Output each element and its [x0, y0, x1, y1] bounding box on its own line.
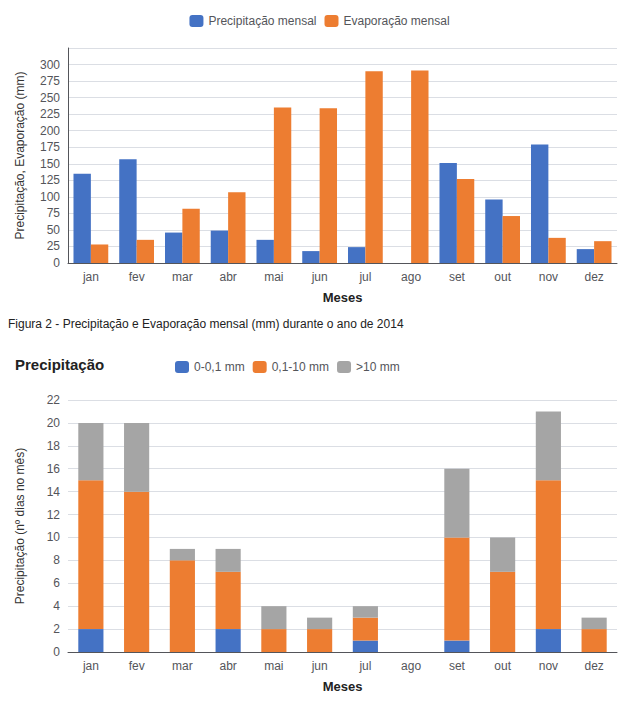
svg-text:Precipitação mensal: Precipitação mensal	[208, 14, 316, 28]
svg-text:set: set	[449, 270, 466, 284]
svg-text:20: 20	[47, 416, 61, 430]
svg-text:out: out	[494, 659, 511, 673]
svg-text:8: 8	[53, 553, 60, 567]
svg-text:out: out	[494, 270, 511, 284]
svg-text:jan: jan	[82, 270, 99, 284]
svg-text:nov: nov	[539, 270, 558, 284]
svg-text:125: 125	[40, 173, 60, 187]
svg-text:200: 200	[40, 124, 60, 138]
svg-text:ago: ago	[401, 270, 421, 284]
svg-text:14: 14	[47, 485, 61, 499]
svg-text:250: 250	[40, 91, 60, 105]
svg-text:dez: dez	[584, 270, 603, 284]
svg-text:mai: mai	[264, 270, 283, 284]
svg-text:Evaporação mensal: Evaporação mensal	[343, 14, 449, 28]
svg-text:jun: jun	[311, 270, 328, 284]
svg-text:0-0,1 mm: 0-0,1 mm	[194, 360, 245, 374]
svg-text:4: 4	[53, 599, 60, 613]
svg-text:mai: mai	[264, 659, 283, 673]
svg-text:nov: nov	[539, 659, 558, 673]
svg-text:ago: ago	[401, 659, 421, 673]
svg-text:abr: abr	[219, 659, 236, 673]
svg-text:mar: mar	[172, 659, 193, 673]
svg-text:abr: abr	[219, 270, 236, 284]
svg-text:75: 75	[47, 206, 61, 220]
svg-text:6: 6	[53, 576, 60, 590]
svg-text:2: 2	[53, 622, 60, 636]
svg-text:Precipitação, Evaporação (mm): Precipitação, Evaporação (mm)	[13, 71, 27, 239]
svg-text:16: 16	[47, 462, 61, 476]
svg-text:dez: dez	[584, 659, 603, 673]
svg-text:jul: jul	[358, 659, 371, 673]
svg-text:jul: jul	[358, 270, 371, 284]
svg-text:Figura 2 - Precipitação e Evap: Figura 2 - Precipitação e Evaporação men…	[8, 317, 404, 331]
svg-text:fev: fev	[129, 659, 145, 673]
svg-text:22: 22	[47, 393, 61, 407]
svg-text:10: 10	[47, 530, 61, 544]
svg-text:12: 12	[47, 508, 61, 522]
svg-text:0: 0	[53, 645, 60, 659]
svg-text:jun: jun	[311, 659, 328, 673]
svg-text:fev: fev	[129, 270, 145, 284]
svg-text:50: 50	[47, 223, 61, 237]
svg-text:275: 275	[40, 74, 60, 88]
svg-text:>10 mm: >10 mm	[356, 360, 400, 374]
svg-text:Meses: Meses	[323, 290, 363, 305]
svg-text:Precipitação: Precipitação	[15, 356, 104, 373]
svg-text:225: 225	[40, 107, 60, 121]
svg-text:18: 18	[47, 439, 61, 453]
svg-text:300: 300	[40, 58, 60, 72]
svg-text:0: 0	[53, 256, 60, 270]
svg-text:100: 100	[40, 190, 60, 204]
svg-text:Meses: Meses	[323, 679, 363, 694]
svg-text:175: 175	[40, 140, 60, 154]
svg-text:150: 150	[40, 157, 60, 171]
svg-text:Precipitação (nº dias no mês): Precipitação (nº dias no mês)	[13, 448, 27, 604]
svg-text:0,1-10 mm: 0,1-10 mm	[272, 360, 329, 374]
svg-text:set: set	[449, 659, 466, 673]
svg-text:mar: mar	[172, 270, 193, 284]
svg-text:25: 25	[47, 239, 61, 253]
svg-text:jan: jan	[82, 659, 99, 673]
